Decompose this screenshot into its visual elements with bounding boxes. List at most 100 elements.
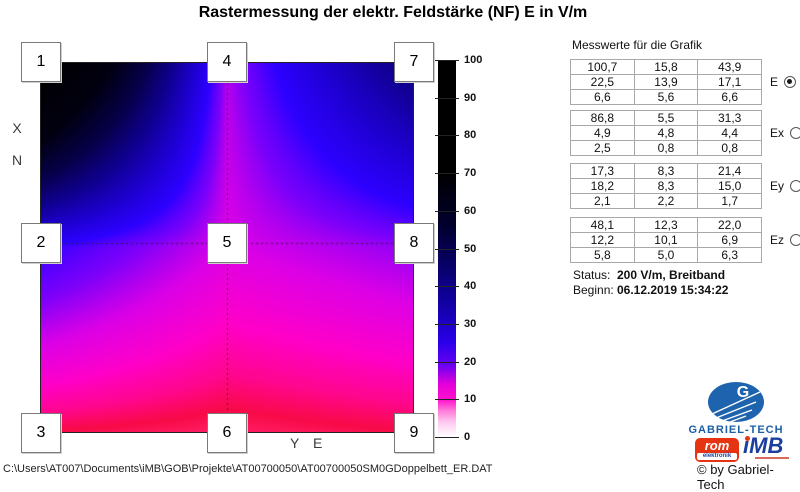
- colorbar-tick: [435, 173, 459, 175]
- measurement-cell: 0,8: [697, 140, 762, 156]
- measurement-cell: 5,5: [633, 110, 699, 126]
- measurement-table-ex: 86,8 5,5 31,3 4,9 4,8 4,4 2,5 0,8 0,8: [570, 110, 762, 156]
- component-radio-ez[interactable]: [790, 234, 800, 246]
- component-radio-group-ez: Ez: [770, 233, 800, 247]
- axis-label-x: X: [12, 120, 22, 136]
- rom-wordmark: rom: [704, 438, 730, 453]
- measurement-cell: 31,3: [697, 110, 762, 126]
- measurement-cell: 5,6: [633, 89, 699, 105]
- grid-marker-8: 8: [394, 223, 434, 263]
- begin-row: Beginn: 06.12.2019 15:34:22: [573, 283, 728, 297]
- component-radio-group-ey: Ey: [770, 179, 800, 193]
- measurement-table-ey: 17,3 8,3 21,4 18,2 8,3 15,0 2,1 2,2 1,7: [570, 163, 762, 209]
- component-radio-ey[interactable]: [790, 180, 800, 192]
- measurement-cell: 6,3: [697, 247, 762, 263]
- measurement-cell: 15,8: [633, 59, 699, 75]
- component-label-e: E: [770, 75, 779, 89]
- imb-i-dot-icon: [745, 436, 750, 441]
- component-radio-group-e: E: [770, 75, 797, 89]
- status-label: Status:: [573, 268, 611, 282]
- measurement-cell: 6,6: [697, 89, 762, 105]
- measurement-cell: 4,9: [570, 125, 635, 141]
- colorbar-tick-label: 30: [464, 317, 477, 330]
- status-row: Status: 200 V/m, Breitband: [573, 268, 725, 282]
- svg-text:G: G: [737, 384, 749, 401]
- component-radio-e[interactable]: [784, 76, 797, 88]
- measurement-cell: 21,4: [697, 163, 762, 179]
- component-label-ez: Ez: [770, 233, 785, 247]
- colorbar-tick-label: 10: [464, 393, 477, 406]
- measurement-cell: 2,5: [570, 140, 635, 156]
- measurement-table-e: 100,7 15,8 43,9 22,5 13,9 17,1 6,6 5,6 6,6: [570, 59, 762, 105]
- rom-elektronik-logo: rom elektronik: [695, 438, 739, 462]
- measurement-cell: 12,2: [570, 232, 635, 248]
- grid-marker-3: 3: [21, 413, 61, 453]
- measurement-cell: 4,8: [633, 125, 699, 141]
- colorbar-tick: [435, 323, 459, 325]
- grid-marker-6: 6: [207, 413, 247, 453]
- colorbar-tick: [435, 135, 459, 137]
- colorbar-tick: [435, 437, 459, 438]
- colorbar-tick: [435, 248, 459, 250]
- colorbar-tick: [435, 60, 459, 61]
- colorbar-tick-label: 40: [464, 280, 477, 293]
- colorbar-tick-label: 70: [464, 167, 477, 180]
- measurement-cell: 17,1: [697, 74, 762, 90]
- measurement-cell: 2,1: [570, 193, 635, 209]
- measurement-cell: 100,7: [570, 59, 635, 75]
- colorbar-tick-label: 50: [464, 242, 477, 255]
- file-path: C:\Users\AT007\Documents\iMB\GOB\Projekt…: [3, 463, 493, 475]
- colorbar-tick: [435, 286, 459, 288]
- measurement-cell: 17,3: [570, 163, 635, 179]
- gabriel-tech-wordmark: GABRIEL-TECH: [688, 424, 784, 436]
- grid-marker-5: 5: [207, 223, 247, 263]
- grid-marker-4: 4: [207, 42, 247, 82]
- component-label-ey: Ey: [770, 179, 785, 193]
- measurement-cell: 10,1: [633, 232, 699, 248]
- imb-sub-line: [755, 457, 789, 459]
- rom-sub-label: elektronik: [697, 453, 737, 460]
- colorbar-tick-label: 90: [464, 91, 477, 104]
- grid-marker-7: 7: [394, 42, 434, 82]
- measurement-cell: 5,0: [633, 247, 699, 263]
- measurement-cell: 12,3: [633, 217, 699, 233]
- begin-label: Beginn:: [573, 283, 614, 297]
- colorbar-tick-label: 100: [464, 54, 483, 66]
- colorbar-tick: [435, 399, 459, 401]
- grid-marker-9: 9: [394, 413, 434, 453]
- component-radio-ex[interactable]: [790, 127, 800, 139]
- measurement-cell: 6,6: [570, 89, 635, 105]
- measurement-cell: 43,9: [697, 59, 762, 75]
- gabriel-tech-logo-icon: G: [708, 382, 764, 423]
- measurement-cell: 86,8: [570, 110, 635, 126]
- measurement-cell: 22,0: [697, 217, 762, 233]
- measurement-cell: 22,5: [570, 74, 635, 90]
- heatmap-plot: [40, 62, 414, 433]
- colorbar-tick: [435, 97, 459, 99]
- measurement-cell: 0,8: [633, 140, 699, 156]
- colorbar-tick-label: 0: [464, 431, 471, 443]
- copyright-text: © by Gabriel-Tech: [697, 462, 774, 492]
- measurement-cell: 6,9: [697, 232, 762, 248]
- measurement-cell: 1,7: [697, 193, 762, 209]
- app-window: { "title": "Rastermessung der elektr. Fe…: [3, 4, 800, 492]
- colorbar-tick-label: 20: [464, 355, 477, 368]
- colorbar-tick-label: 60: [464, 204, 477, 217]
- measurement-cell: 48,1: [570, 217, 635, 233]
- component-label-ex: Ex: [770, 126, 785, 140]
- component-radio-group-ex: Ex: [770, 126, 800, 140]
- axis-label-ye: Y E: [290, 435, 328, 451]
- measurement-cell: 8,3: [633, 163, 699, 179]
- measurement-cell: 8,3: [633, 178, 699, 194]
- page-title: Rastermessung der elektr. Feldstärke (NF…: [198, 4, 588, 21]
- measurement-cell: 13,9: [633, 74, 699, 90]
- measurement-table-ez: 48,1 12,3 22,0 12,2 10,1 6,9 5,8 5,0 6,3: [570, 217, 762, 263]
- measurements-panel-title: Messwerte für die Grafik: [572, 38, 703, 52]
- measurement-cell: 18,2: [570, 178, 635, 194]
- colorbar-tick-label: 80: [464, 129, 477, 142]
- colorbar-tick: [435, 210, 459, 212]
- axis-label-n: N: [11, 152, 23, 168]
- status-value: 200 V/m, Breitband: [617, 268, 726, 282]
- grid-marker-2: 2: [21, 223, 61, 263]
- measurement-cell: 15,0: [697, 178, 762, 194]
